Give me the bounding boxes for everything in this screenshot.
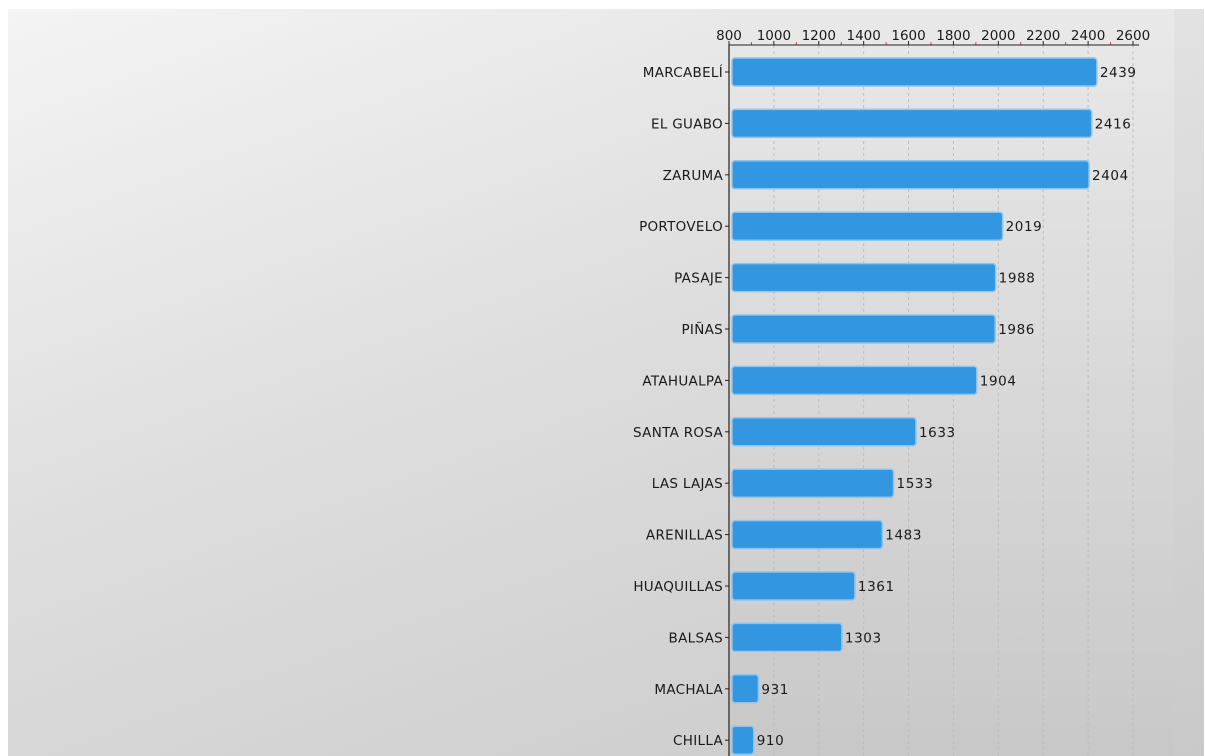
value-label: 1988 [999, 271, 1036, 287]
bar [731, 468, 895, 498]
bar [731, 674, 760, 704]
value-label: 2416 [1095, 116, 1132, 132]
x-tick-label: 2600 [1116, 28, 1150, 44]
category-label: BALSAS [669, 630, 723, 646]
x-tick-label: 800 [716, 28, 742, 44]
value-label: 1303 [845, 630, 882, 646]
x-tick-label: 2000 [981, 28, 1015, 44]
value-label: 931 [761, 682, 789, 698]
value-label: 1533 [897, 476, 934, 492]
category-label: ARENILLAS [646, 528, 723, 544]
bar [731, 211, 1004, 241]
bar [731, 622, 843, 653]
x-tick-label: 1400 [846, 28, 880, 44]
x-tick-label: 2200 [1026, 28, 1060, 44]
value-label: 1904 [980, 373, 1017, 389]
bar [731, 725, 755, 755]
x-tick-label: 1000 [757, 28, 791, 44]
bar [731, 417, 917, 447]
x-tick-label: 1600 [891, 28, 925, 44]
value-label: 910 [757, 733, 785, 749]
value-label: 2439 [1100, 65, 1137, 81]
gridlines [773, 45, 1134, 756]
bar [731, 57, 1098, 87]
x-tick-label: 1800 [936, 28, 970, 44]
category-label: ATAHUALPA [642, 373, 723, 389]
value-label: 1361 [858, 579, 895, 595]
value-label: 1986 [998, 322, 1035, 338]
value-label: 1633 [919, 425, 956, 441]
bars: MARCABELÍ 2439 EL GUABO 2416 ZARUMA 2404 PORTO… [633, 57, 1137, 755]
category-label: CHILLA [673, 733, 723, 749]
bar [731, 571, 856, 601]
bar [731, 108, 1093, 139]
category-label: MARCABELÍ [643, 64, 723, 81]
bar [731, 262, 997, 293]
category-label: ZARUMA [663, 168, 724, 184]
bar [731, 365, 978, 396]
x-axis: 800 1000 1200 1400 1600 1800 2000 2200 2400 2600 [716, 28, 1150, 756]
x-tick-label: 1200 [802, 28, 836, 44]
x-tick-label: 2400 [1071, 28, 1105, 44]
category-label: LAS LAJAS [652, 476, 723, 492]
bar [731, 160, 1090, 190]
value-label: 2019 [1006, 219, 1043, 235]
category-label: MACHALA [654, 682, 723, 698]
category-label: PORTOVELO [639, 219, 723, 235]
value-label: 1483 [885, 528, 922, 544]
category-label: HUAQUILLAS [633, 579, 723, 595]
category-label: EL GUABO [651, 116, 723, 132]
value-label: 2404 [1092, 168, 1129, 184]
category-label: SANTA ROSA [633, 425, 723, 441]
category-label: PASAJE [674, 271, 723, 287]
bar [731, 314, 996, 344]
bar [731, 519, 884, 550]
category-label: PIÑAS [681, 321, 723, 338]
